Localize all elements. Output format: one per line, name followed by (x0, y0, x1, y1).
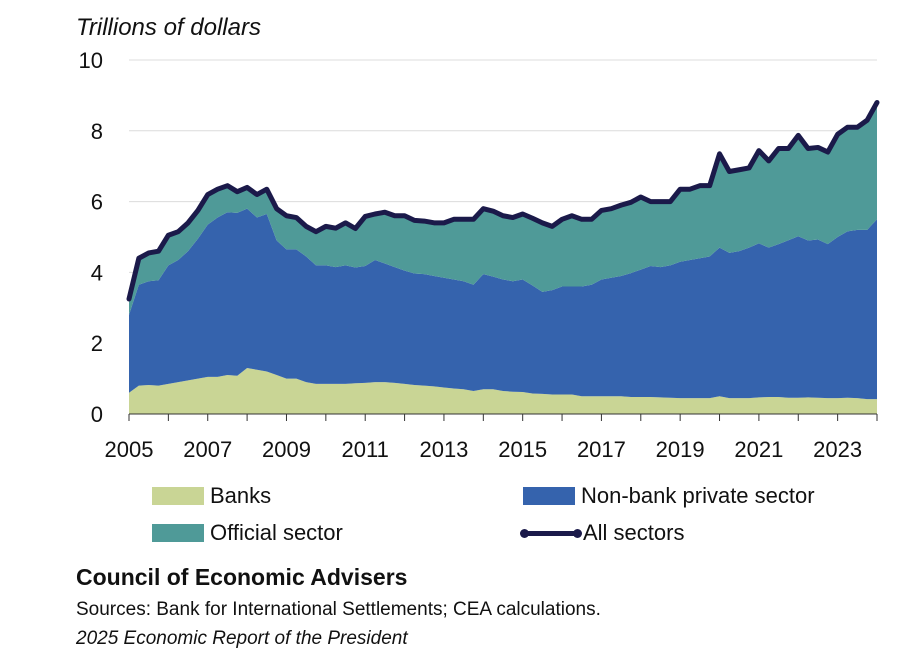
x-tick-label: 2017 (577, 437, 626, 462)
y-tick-label: 10 (79, 48, 103, 73)
area-official-sector (129, 102, 877, 315)
y-axis-unit-label: Trillions of dollars (76, 14, 261, 41)
x-tick-label: 2015 (498, 437, 547, 462)
x-tick-label: 2011 (342, 437, 389, 462)
axes: 0 2 4 6 8 10 2005 2007 2009 2011 2013 2015 2017 2019 2… (79, 48, 878, 462)
total-line (126, 99, 880, 302)
x-tick-label: 2005 (105, 437, 154, 462)
x-tick-label: 2021 (734, 437, 783, 462)
chart-canvas: 0 2 4 6 8 10 2005 2007 2009 2011 2013 2015 2017 2019 2… (79, 48, 880, 462)
stacked-areas (129, 102, 877, 414)
y-tick-label: 2 (91, 331, 103, 356)
x-tick-label: 2013 (419, 437, 468, 462)
x-tick-label: 2019 (656, 437, 705, 462)
x-tick-label: 2023 (813, 437, 862, 462)
y-tick-label: 0 (91, 402, 103, 427)
x-tick-label: 2007 (183, 437, 232, 462)
x-tick-label: 2009 (262, 437, 311, 462)
line-all-sectors (126, 99, 880, 302)
y-tick-label: 8 (91, 119, 103, 144)
y-tick-label: 6 (91, 190, 103, 215)
area-non-bank-private-sector (129, 208, 877, 400)
footer-title: Council of Economic Advisers (76, 564, 408, 590)
footer-report: 2025 Economic Report of the President (76, 628, 408, 649)
y-tick-label: 4 (91, 260, 103, 285)
footer-sources: Sources: Bank for International Settleme… (76, 599, 601, 620)
